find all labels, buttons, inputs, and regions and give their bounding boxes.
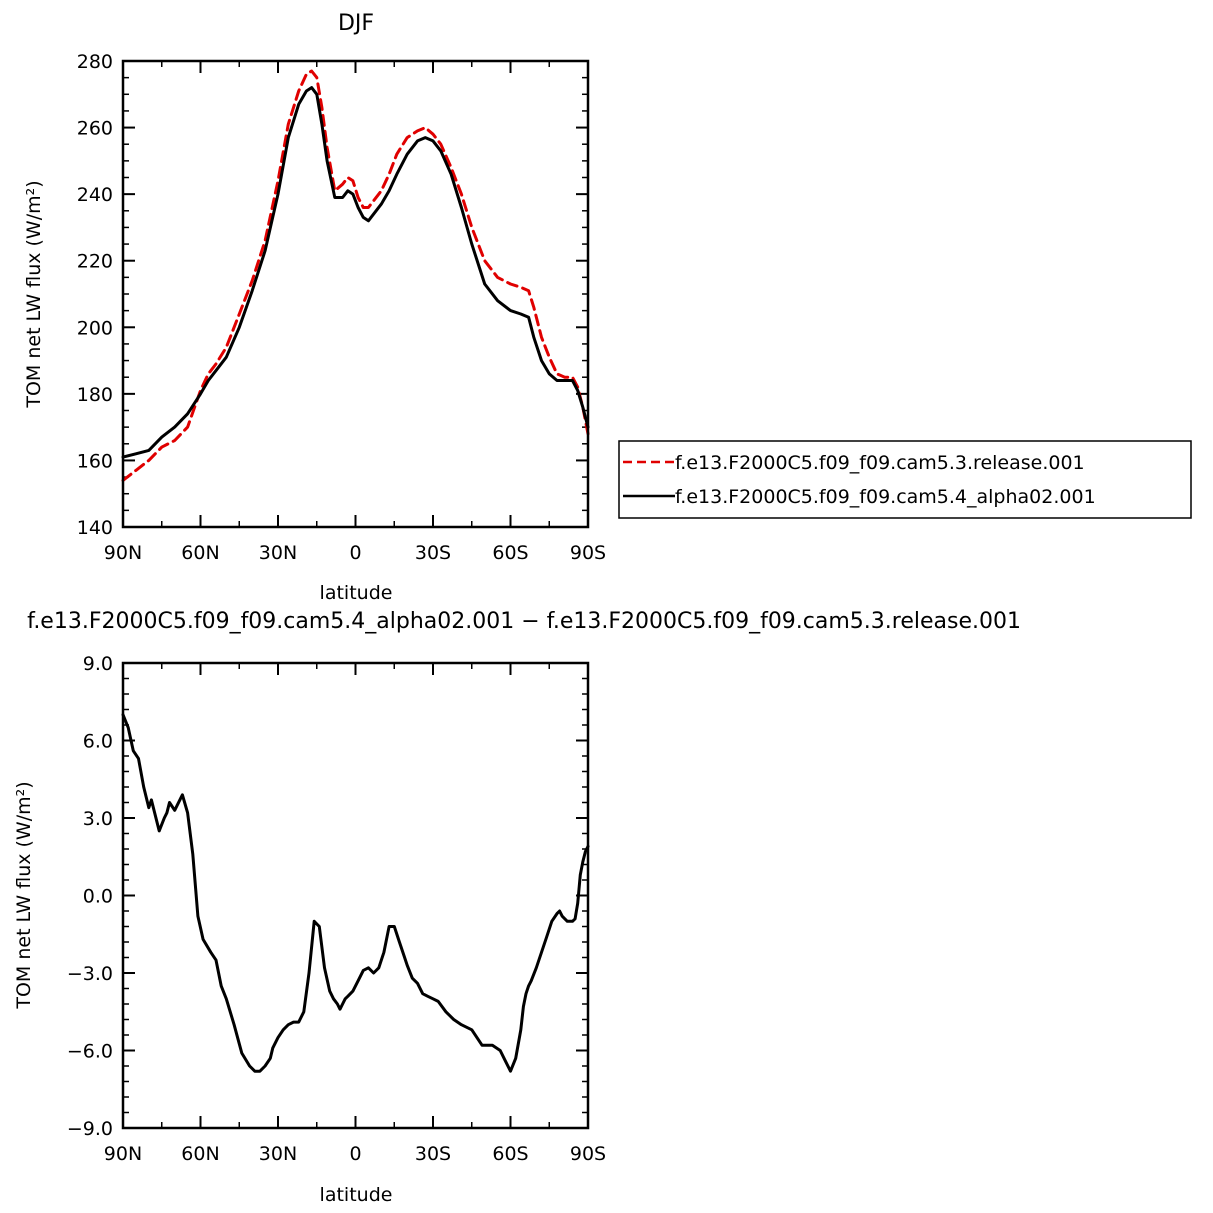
x-tick-label: 90N	[104, 542, 142, 564]
legend: f.e13.F2000C5.f09_f09.cam5.3.release.001…	[618, 440, 1192, 519]
y-tick-label: 180	[77, 384, 113, 406]
top-plot-frame	[121, 59, 590, 529]
x-tick-label: 30N	[259, 542, 297, 564]
y-tick-label: 160	[77, 450, 113, 472]
y-tick-label: 260	[77, 118, 113, 140]
y-tick-label: 220	[77, 251, 113, 273]
top-series-line-1	[121, 69, 590, 482]
top-series-group	[121, 69, 590, 482]
x-tick-label: 90S	[570, 542, 606, 564]
y-tick-label: 9.0	[83, 653, 113, 675]
y-tick-label: 6.0	[83, 731, 113, 753]
legend-box	[618, 440, 1192, 519]
y-tick-label: 240	[77, 184, 113, 206]
y-tick-label: 200	[77, 317, 113, 339]
top-axis-ticks: 90N 60N 30N 0 30S 60S 90S 140 160 180 200 220 240 260…	[77, 51, 606, 564]
legend-label-cam54: f.e13.F2000C5.f09_f09.cam5.4_alpha02.001	[675, 486, 1096, 508]
bottom-panel: f.e13.F2000C5.f09_f09.cam5.4_alpha02.001…	[13, 609, 1021, 1206]
x-tick-label: 0	[349, 1143, 361, 1165]
top-y-axis-label: TOM net LW flux (W/m²)	[23, 180, 45, 408]
bottom-axis-ticks: 90N 60N 30N 0 30S 60S 90S −9.0 −6.0 −3.0 0.0 3.0 6.0…	[67, 653, 606, 1165]
legend-label-cam53: f.e13.F2000C5.f09_f09.cam5.3.release.001	[675, 452, 1085, 474]
y-tick-label: −3.0	[67, 963, 113, 985]
top-chart-title: DJF	[338, 11, 374, 36]
x-tick-label: 0	[349, 542, 361, 564]
y-tick-label: 3.0	[83, 808, 113, 830]
y-tick-label: 280	[77, 51, 113, 73]
x-tick-label: 60N	[181, 542, 219, 564]
bottom-series-line-1	[121, 713, 590, 1073]
x-tick-label: 30S	[415, 1143, 451, 1165]
bottom-series-group	[121, 713, 590, 1073]
top-series-line-2	[121, 86, 590, 459]
x-tick-label: 60S	[492, 542, 528, 564]
y-tick-label: −9.0	[67, 1118, 113, 1140]
bottom-chart-title: f.e13.F2000C5.f09_f09.cam5.4_alpha02.001…	[27, 609, 1021, 634]
bottom-plot-frame	[121, 661, 590, 1130]
bottom-y-axis-label: TOM net LW flux (W/m²)	[13, 781, 35, 1009]
top-panel: DJF latitude TOM net LW flux (W/m²) 90N 6…	[23, 11, 606, 604]
x-tick-label: 90N	[104, 1143, 142, 1165]
x-tick-label: 60S	[492, 1143, 528, 1165]
y-tick-label: 140	[77, 517, 113, 539]
x-tick-label: 30S	[415, 542, 451, 564]
y-tick-label: −6.0	[67, 1041, 113, 1063]
y-tick-label: 0.0	[83, 886, 113, 908]
x-tick-label: 60N	[181, 1143, 219, 1165]
bottom-x-axis-label: latitude	[320, 1184, 393, 1206]
x-tick-label: 90S	[570, 1143, 606, 1165]
top-x-axis-label: latitude	[320, 582, 393, 604]
x-tick-label: 30N	[259, 1143, 297, 1165]
